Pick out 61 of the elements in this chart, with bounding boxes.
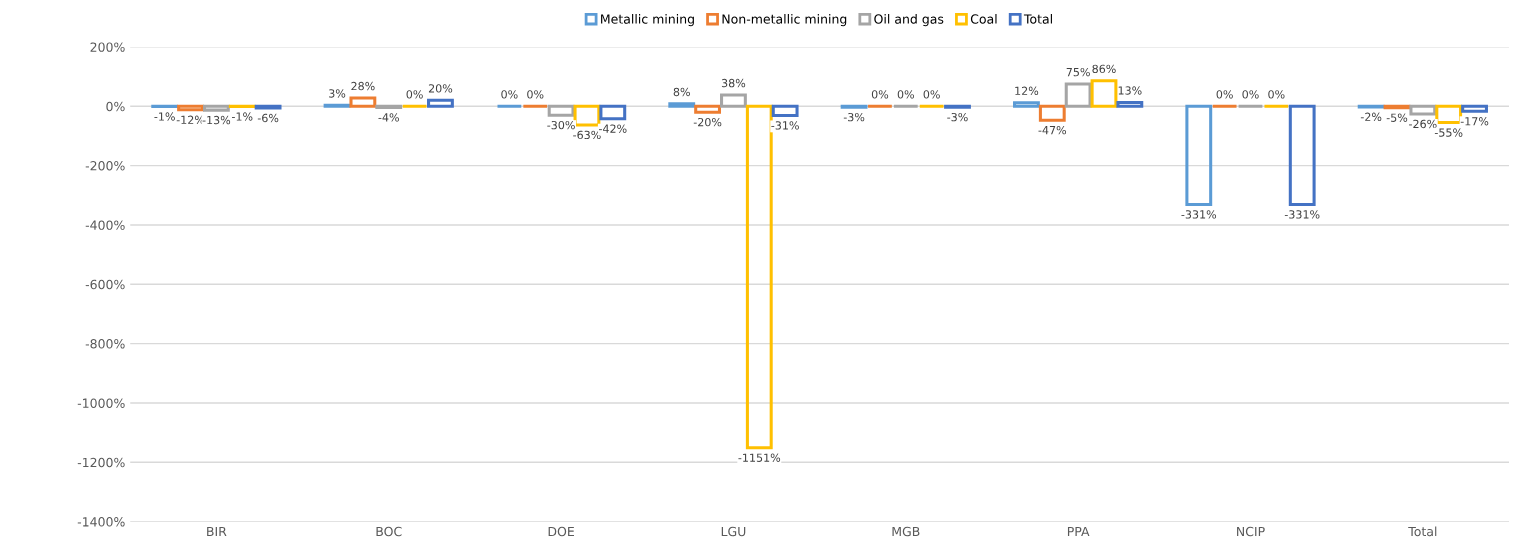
- y-tick-label: 0%: [106, 101, 125, 112]
- y-tick-label: -1000%: [77, 398, 125, 408]
- data-label: -55%: [1434, 128, 1463, 137]
- data-label: -13%: [202, 115, 231, 125]
- data-label: 0%: [1216, 90, 1233, 99]
- data-label: 38%: [721, 78, 746, 88]
- legend-label: Coal: [970, 14, 997, 24]
- data-label: -331%: [1284, 210, 1320, 219]
- y-tick-label: -400%: [85, 220, 125, 230]
- data-label: -1%: [231, 112, 253, 121]
- data-label: -26%: [1409, 119, 1437, 129]
- data-label: 0%: [1242, 90, 1259, 99]
- data-label: -63%: [573, 130, 601, 140]
- data-label: -47%: [1038, 125, 1067, 135]
- data-label: 86%: [1092, 64, 1116, 74]
- data-label: 3%: [329, 89, 346, 98]
- data-label: -20%: [693, 117, 722, 127]
- data-label: 0%: [406, 90, 423, 99]
- data-label: -1%: [154, 112, 175, 121]
- x-tick-label: BOC: [376, 526, 402, 537]
- x-tick-label: BIR: [207, 526, 227, 536]
- data-label: 8%: [673, 87, 690, 97]
- y-tick-label: -1200%: [77, 457, 125, 468]
- data-label: -1151%: [738, 453, 781, 462]
- data-label: 12%: [1015, 86, 1039, 95]
- data-label: -2%: [1360, 112, 1382, 122]
- data-label: -6%: [257, 113, 279, 123]
- x-tick-label: PPA: [1067, 526, 1090, 536]
- data-label: 28%: [351, 81, 375, 91]
- data-label: -3%: [843, 112, 865, 122]
- y-tick-label: -1400%: [77, 517, 125, 527]
- data-label: 0%: [1268, 90, 1285, 99]
- x-tick-label: MGB: [892, 526, 920, 537]
- data-label: 13%: [1118, 86, 1142, 95]
- x-tick-label: Total: [1408, 526, 1437, 537]
- x-tick-label: NCIP: [1237, 526, 1265, 537]
- data-label: -42%: [598, 124, 627, 133]
- data-label: -30%: [547, 120, 575, 130]
- y-tick-label: 200%: [90, 42, 125, 52]
- x-tick-label: DOE: [548, 526, 574, 537]
- data-label: -331%: [1181, 210, 1217, 219]
- data-label: -5%: [1386, 113, 1408, 122]
- data-label: -3%: [947, 112, 968, 122]
- legend-label: Non-metallic mining: [722, 14, 847, 27]
- y-tick-label: -200%: [85, 161, 125, 171]
- data-label: -31%: [771, 121, 799, 130]
- data-label: 20%: [428, 84, 453, 93]
- y-tick-label: -600%: [85, 279, 125, 290]
- data-label: 0%: [923, 90, 940, 99]
- data-label: 0%: [897, 90, 914, 99]
- y-tick-label: -800%: [85, 339, 125, 349]
- legend-label: Total: [1023, 14, 1052, 24]
- legend-label: Metallic mining: [601, 14, 694, 27]
- data-label: -4%: [378, 113, 399, 122]
- data-label: 75%: [1066, 67, 1090, 77]
- x-tick-label: LGU: [721, 526, 746, 537]
- data-label: 0%: [527, 90, 544, 99]
- data-label: -17%: [1460, 117, 1489, 126]
- legend-label: Oil and gas: [874, 14, 944, 27]
- data-label: 0%: [871, 90, 889, 99]
- data-label: 0%: [501, 90, 518, 99]
